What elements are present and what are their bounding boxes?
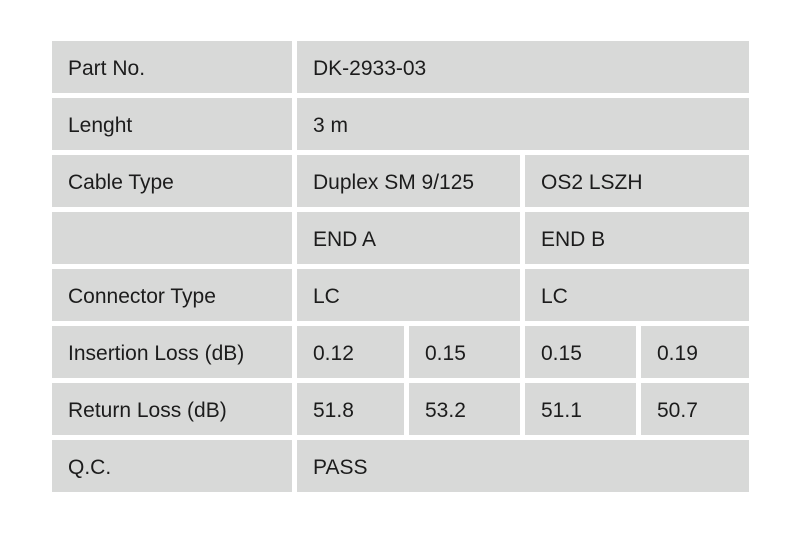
cable-type-label: Cable Type <box>52 155 292 207</box>
return-loss-end-b-fiber2: 50.7 <box>641 383 749 435</box>
end-a-header: END A <box>297 212 520 264</box>
cable-type-value-a: Duplex SM 9/125 <box>297 155 520 207</box>
insertion-loss-label: Insertion Loss (dB) <box>52 326 292 378</box>
insertion-loss-end-b-fiber2: 0.19 <box>641 326 749 378</box>
insertion-loss-end-a-fiber1: 0.12 <box>297 326 404 378</box>
return-loss-end-b-fiber1: 51.1 <box>525 383 636 435</box>
end-header-spacer-cell <box>52 212 292 264</box>
qc-spec-table: Part No. DK-2933-03 Lenght 3 m Cable Typ… <box>52 41 749 492</box>
insertion-loss-end-a-fiber2: 0.15 <box>409 326 520 378</box>
cable-type-value-b: OS2 LSZH <box>525 155 749 207</box>
part-no-value: DK-2933-03 <box>297 41 749 93</box>
return-loss-end-a-fiber2: 53.2 <box>409 383 520 435</box>
qc-label: Q.C. <box>52 440 292 492</box>
part-no-label: Part No. <box>52 41 292 93</box>
end-b-header: END B <box>525 212 749 264</box>
length-value: 3 m <box>297 98 749 150</box>
qc-value: PASS <box>297 440 749 492</box>
connector-type-label: Connector Type <box>52 269 292 321</box>
connector-type-end-b: LC <box>525 269 749 321</box>
length-label: Lenght <box>52 98 292 150</box>
connector-type-end-a: LC <box>297 269 520 321</box>
return-loss-label: Return Loss (dB) <box>52 383 292 435</box>
insertion-loss-end-b-fiber1: 0.15 <box>525 326 636 378</box>
return-loss-end-a-fiber1: 51.8 <box>297 383 404 435</box>
